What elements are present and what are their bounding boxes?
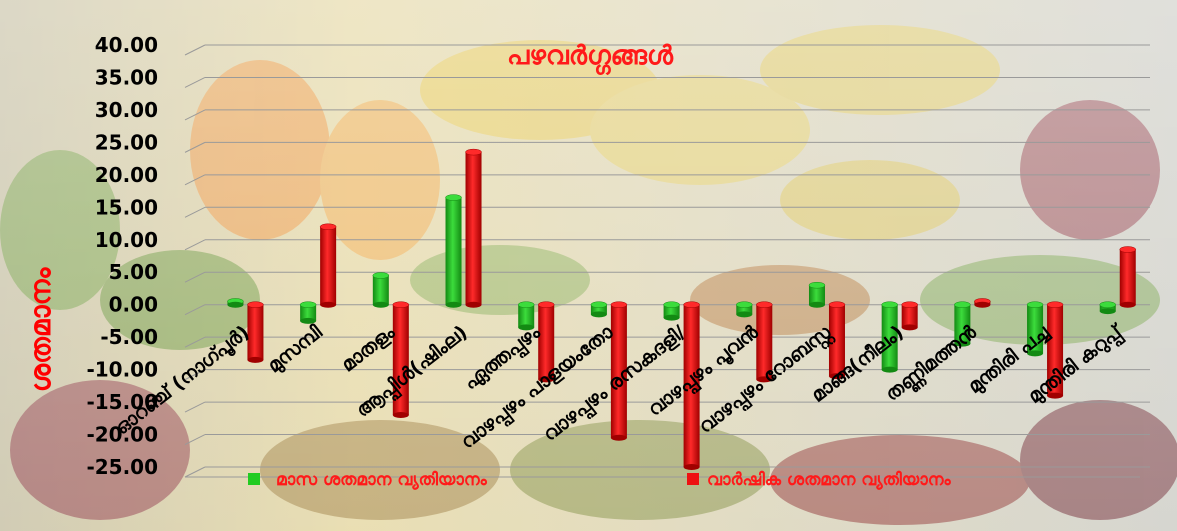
grid-line-diag (184, 401, 206, 413)
bar-yearly (901, 301, 918, 331)
y-tick-label: 15.00 (95, 195, 158, 219)
bar-series (227, 148, 1136, 470)
y-tick-label: 20.00 (95, 163, 158, 187)
grid-line-diag (184, 109, 206, 121)
grid-line-diag (184, 434, 206, 445)
x-tick-label: മാതളം (337, 321, 400, 377)
bar-monthly (808, 281, 826, 308)
grid-line-diag (184, 206, 206, 218)
grid-lines (184, 44, 1150, 478)
y-tick-label: -15.00 (86, 390, 158, 414)
legend: മാസ ശതമാന വ്യതിയാനം വാർഷിക ശതമാന വ്യതിയാ… (248, 470, 952, 490)
grid-line-diag (184, 304, 206, 316)
bar-monthly (372, 272, 390, 308)
grid-line-diag (184, 44, 206, 56)
bar-yearly (465, 148, 482, 308)
bar-yearly (828, 301, 846, 380)
bar-monthly (227, 298, 244, 308)
bar-monthly (736, 301, 753, 318)
grid-line-diag (184, 174, 206, 186)
bar-yearly (392, 301, 410, 419)
grid-line-diag (184, 466, 206, 478)
y-tick-label: 10.00 (95, 228, 158, 252)
legend-swatch-yearly (687, 473, 699, 485)
bar-yearly (247, 301, 264, 363)
y-tick-label: 35.00 (95, 65, 158, 89)
bar-monthly (663, 301, 680, 321)
grid-line-diag (184, 369, 206, 381)
bar-monthly (1099, 301, 1116, 315)
bar-monthly (299, 301, 317, 324)
grid-line-diag (184, 141, 206, 153)
y-tick-label: 25.00 (95, 130, 158, 154)
y-tick-label: -5.00 (100, 325, 158, 349)
y-tick-label: 5.00 (109, 260, 158, 284)
y-tick-label: -25.00 (86, 455, 158, 479)
bar-monthly (517, 301, 535, 331)
bar-yearly (1119, 246, 1136, 308)
chart-title: പഴവർഗ്ഗങ്ങൾ (507, 41, 674, 75)
y-axis-label: ശതമാനം (24, 267, 57, 393)
y-axis-ticks: 40.00 35.00 30.00 25.00 20.00 15.00 10.00 5.00 0… (86, 33, 158, 479)
grid-line-diag (184, 271, 206, 283)
bar-yearly (1046, 301, 1064, 399)
legend-swatch-monthly (248, 473, 260, 485)
legend-label-yearly: വാർഷിക ശതമാന വ്യതിയാനം (707, 470, 952, 490)
bar-yearly (974, 298, 991, 308)
grid-line-diag (184, 239, 206, 251)
y-tick-label: 30.00 (95, 98, 158, 122)
bar-monthly (881, 301, 898, 373)
bar-monthly (445, 194, 462, 308)
bar-monthly (1026, 301, 1044, 357)
y-tick-label: -10.00 (86, 358, 158, 382)
bar-yearly (756, 301, 773, 383)
y-tick-label: 0.00 (109, 293, 158, 317)
y-tick-label: 40.00 (95, 33, 158, 57)
bar-yearly (683, 301, 700, 470)
y-tick-label: -20.00 (86, 423, 158, 447)
grid-line-diag (184, 336, 206, 348)
bar-monthly (954, 301, 971, 347)
bar-yearly (537, 301, 555, 383)
legend-label-monthly: മാസ ശതമാന വ്യതിയാനം (276, 470, 488, 490)
bar-monthly (590, 301, 608, 318)
grid-line-diag (184, 77, 206, 88)
bar-yearly (610, 301, 628, 441)
bar-yearly (319, 223, 337, 308)
